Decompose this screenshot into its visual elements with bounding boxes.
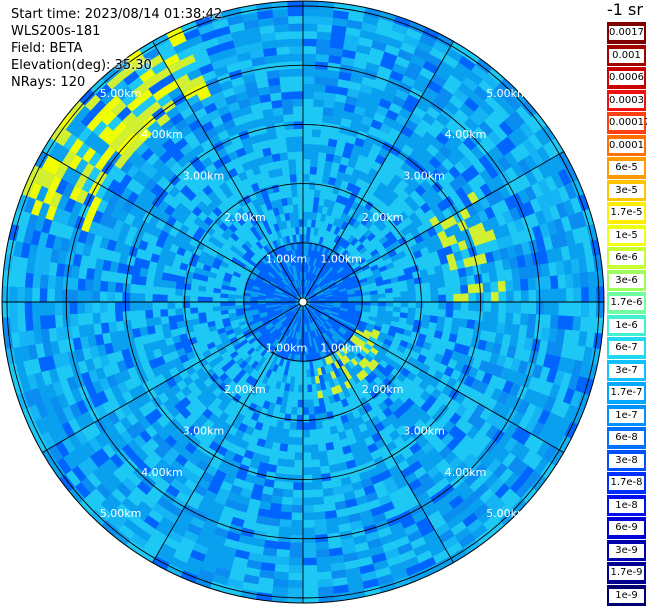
colorbar-tick-label: 0.0006 [609, 71, 644, 86]
colorbar-swatch: 3e-5 [606, 178, 647, 202]
range-label: 4.00km [141, 128, 183, 141]
azimuth-spoke [302, 41, 454, 303]
colorbar-tick-label: 3e-7 [609, 363, 644, 378]
colorbar-tick-label: 0.0017 [609, 26, 644, 41]
colorbar-tick-label: 0.00017 [609, 116, 647, 131]
range-label: 3.00km [403, 170, 445, 183]
colorbar-swatch: 1e-5 [606, 223, 647, 247]
colorbar-swatch: 0.0001 [606, 133, 647, 157]
colorbar-swatch: 1e-8 [606, 493, 647, 517]
range-label: 3.00km [183, 170, 225, 183]
data-cell-group [8, 1, 605, 602]
colorbar-tick-label: 1.7e-9 [609, 566, 644, 581]
colorbar-tick-label: 3e-8 [609, 453, 644, 468]
colorbar-swatch: 1.7e-6 [606, 291, 647, 315]
colorbar-swatch: 0.0017 [606, 21, 647, 45]
colorbar-tick-label: 0.001 [609, 48, 644, 63]
data-cell-group [2, 2, 604, 604]
range-label: 2.00km [224, 211, 266, 224]
colorbar-tick-label: 1.7e-6 [609, 296, 644, 311]
range-label: 2.00km [362, 383, 404, 396]
colorbar-swatch: 1.7e-7 [606, 381, 647, 405]
colorbar-tick-label: 1.7e-5 [609, 206, 644, 221]
azimuth-spoke [152, 301, 304, 563]
colorbar-tick-label: 0.0003 [609, 93, 644, 108]
colorbar-swatch: 1e-7 [606, 403, 647, 427]
colorbar-tick-label: 1.7e-7 [609, 386, 644, 401]
range-label: 4.00km [445, 466, 487, 479]
colorbar: 0.0017 0.001 0.0006 0.0003 0.00017 0.0001 6e-5… [606, 21, 647, 607]
colorbar-swatch: 6e-7 [606, 336, 647, 360]
azimuth-spoke [302, 151, 564, 303]
range-label: 1.00km [320, 253, 362, 266]
range-label: 3.00km [403, 424, 445, 437]
colorbar-tick-label: 6e-9 [609, 521, 644, 536]
colorbar-tick-label: 1e-8 [609, 498, 644, 513]
colorbar-swatch: 1.7e-5 [606, 201, 647, 225]
colorbar-tick-label: 1e-9 [609, 588, 644, 603]
polar-grid [1, 0, 605, 604]
range-label: 1.00km [320, 341, 362, 354]
azimuth-spoke [42, 301, 304, 453]
data-cell-group [29, 27, 212, 233]
colorbar-swatch: 6e-5 [606, 156, 647, 180]
colorbar-tick-label: 6e-7 [609, 341, 644, 356]
range-label: 5.00km [486, 87, 528, 100]
range-label: 2.00km [224, 383, 266, 396]
colorbar-swatch: 1e-9 [606, 583, 647, 607]
range-label: 2.00km [362, 211, 404, 224]
colorbar-tick-label: 6e-8 [609, 431, 644, 446]
colorbar-tick-label: 3e-5 [609, 183, 644, 198]
colorbar-swatch: 3e-7 [606, 358, 647, 382]
range-label: 4.00km [445, 128, 487, 141]
colorbar-swatch: 6e-8 [606, 426, 647, 450]
range-label: 3.00km [183, 424, 225, 437]
colorbar-swatch: 6e-9 [606, 516, 647, 540]
colorbar-swatch: 0.001 [606, 43, 647, 67]
colorbar-swatch: 1e-6 [606, 313, 647, 337]
range-label: 4.00km [141, 466, 183, 479]
azimuth-spoke [302, 301, 454, 563]
colorbar-tick-label: 3e-9 [609, 543, 644, 558]
colorbar-swatch: 3e-8 [606, 448, 647, 472]
azimuth-spoke [152, 41, 304, 303]
range-label: 5.00km [100, 507, 142, 520]
range-label: 5.00km [486, 507, 528, 520]
colorbar-swatch: 6e-6 [606, 246, 647, 270]
colorbar-swatch: 3e-6 [606, 268, 647, 292]
azimuth-spoke [42, 151, 304, 303]
radar-center-marker [298, 297, 308, 307]
range-labels: 1.00km 1.00km 1.00km 1.00km 2.00km 2.00km 2.00… [100, 87, 528, 520]
colorbar-tick-label: 1.7e-8 [609, 476, 644, 491]
colorbar-swatch: 3e-9 [606, 538, 647, 562]
colorbar-tick-label: 6e-6 [609, 251, 644, 266]
azimuth-spoke [302, 301, 564, 453]
colorbar-tick-label: 3e-6 [609, 273, 644, 288]
colorbar-swatch: 0.00017 [606, 111, 647, 135]
colorbar-tick-label: 1e-6 [609, 318, 644, 333]
colorbar-unit-label: -1 sr [607, 0, 643, 19]
colorbar-swatch: 0.0003 [606, 88, 647, 112]
colorbar-swatch: 1.7e-9 [606, 561, 647, 585]
colorbar-tick-label: 1e-5 [609, 228, 644, 243]
colorbar-tick-label: 6e-5 [609, 161, 644, 176]
colorbar-tick-label: 1e-7 [609, 408, 644, 423]
range-label: 1.00km [266, 341, 308, 354]
colorbar-swatch: 1.7e-8 [606, 471, 647, 495]
colorbar-tick-label: 0.0001 [609, 138, 644, 153]
colorbar-swatch: 0.0006 [606, 66, 647, 90]
range-label: 1.00km [266, 253, 308, 266]
range-label: 5.00km [100, 87, 142, 100]
